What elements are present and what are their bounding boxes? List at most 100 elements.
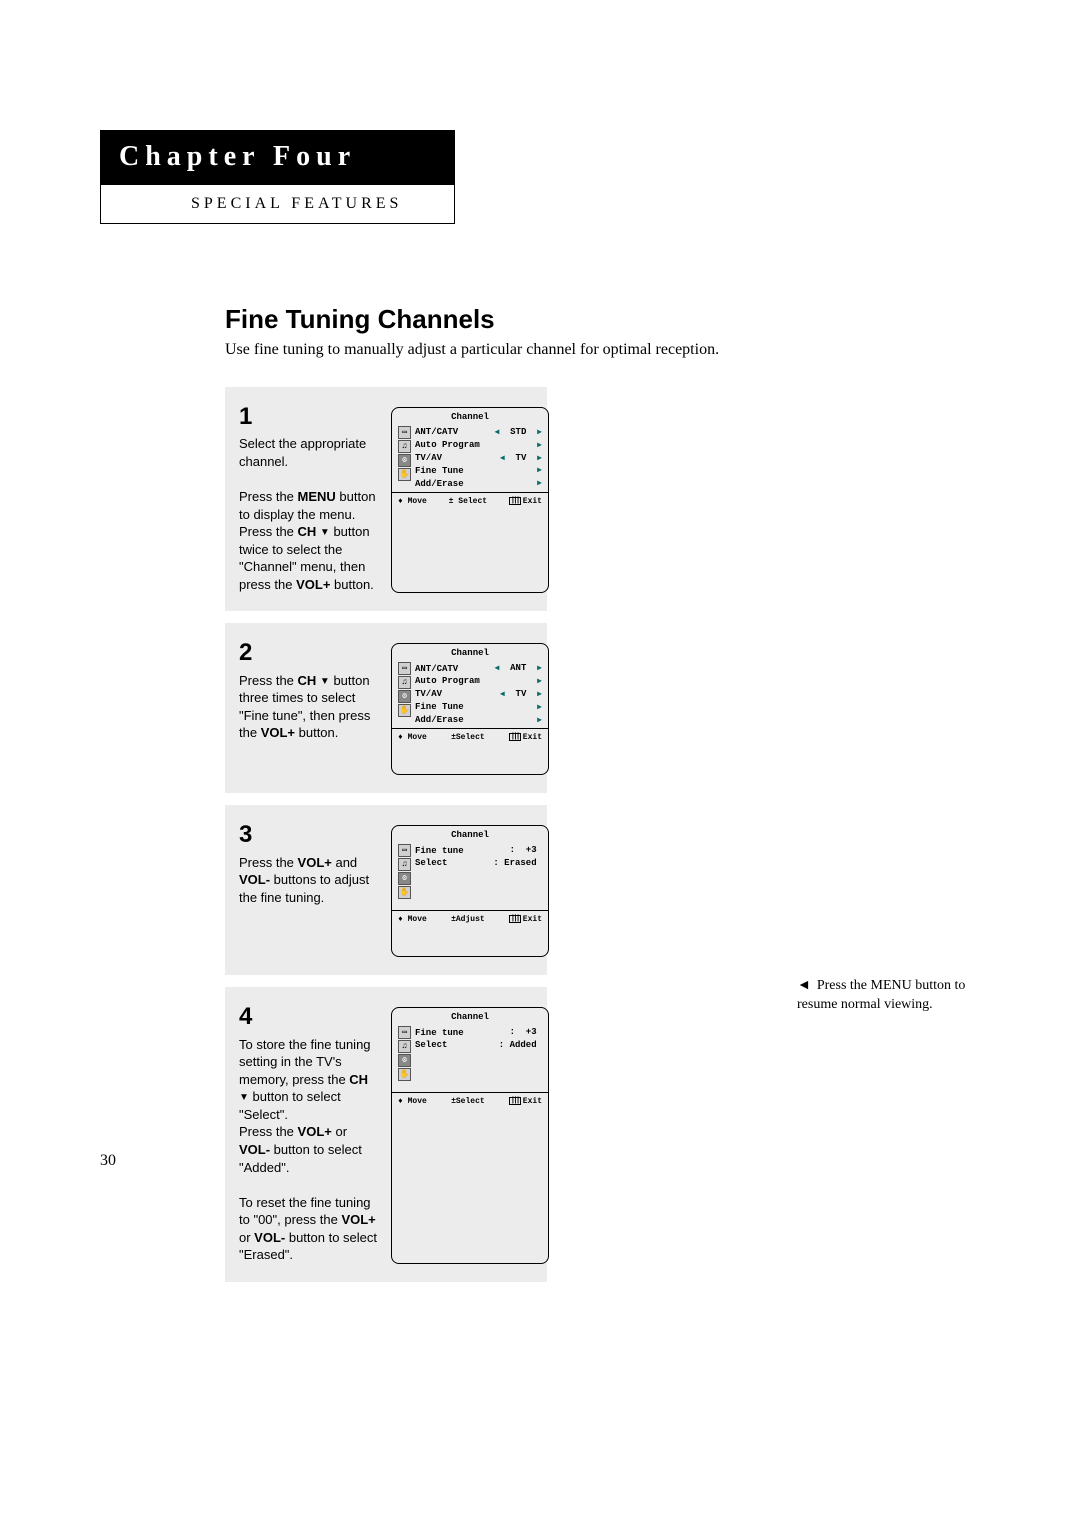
step-body: To store the fine tuning setting in the … bbox=[239, 1036, 379, 1264]
osd-footer: ♦ Move ±Adjust ┃┃┃Exit bbox=[392, 910, 548, 929]
osd-sidebar-icon: ▭ bbox=[398, 844, 411, 857]
osd-title: Channel bbox=[398, 648, 542, 658]
osd-footer: ♦ Move ±Select ┃┃┃Exit bbox=[392, 1092, 548, 1111]
osd-sidebar-icon: ♫ bbox=[398, 1040, 411, 1053]
osd-row: Auto Program ▶ bbox=[415, 439, 542, 452]
osd-row-value-group: ◀ TV ▶ bbox=[500, 688, 542, 701]
osd-row-value-group: ◀ TV ▶ bbox=[500, 452, 542, 465]
osd-foot-select: ±Select bbox=[451, 1097, 485, 1106]
osd-sidebar-icon: ▭ bbox=[398, 1026, 411, 1039]
right-arrow-icon: ▶ bbox=[537, 690, 542, 699]
step-block: 4 To store the fine tuning setting in th… bbox=[225, 987, 547, 1282]
right-arrow-icon: ▶ bbox=[537, 479, 542, 488]
osd-sidebar-icon: ⚙ bbox=[398, 454, 411, 467]
left-arrow-icon: ◀ bbox=[500, 454, 505, 463]
step-row: 1 Select the appropriate channel.Press t… bbox=[225, 387, 547, 611]
step-block: 2 Press the CH ▼ button three times to s… bbox=[225, 623, 547, 793]
osd-row: TV/AV ◀ TV ▶ bbox=[415, 452, 542, 465]
osd-row: Fine Tune ▶ bbox=[415, 464, 542, 477]
left-arrow-icon: ◀ bbox=[495, 664, 500, 673]
osd-title: Channel bbox=[398, 830, 542, 840]
osd-rows: Fine tune : +3 Select : Erased bbox=[415, 844, 542, 908]
osd-row-value: ANT bbox=[505, 663, 532, 673]
osd-row bbox=[415, 870, 542, 883]
osd-row-value bbox=[521, 715, 532, 725]
right-arrow-icon: ▶ bbox=[537, 441, 542, 450]
right-arrow-icon: ▶ bbox=[537, 428, 542, 437]
step-text: 2 Press the CH ▼ button three times to s… bbox=[239, 637, 379, 775]
osd-row bbox=[415, 1065, 542, 1078]
step-body: Select the appropriate channel.Press the… bbox=[239, 435, 379, 593]
osd-sidebar-icon: ♫ bbox=[398, 858, 411, 871]
osd-title: Channel bbox=[398, 1012, 542, 1022]
osd-row-value-group: : Erased bbox=[488, 857, 542, 870]
osd-row-value bbox=[531, 884, 542, 894]
osd-row-label: Select bbox=[415, 1039, 447, 1051]
osd-foot-select: ± Select bbox=[449, 497, 487, 506]
exit-icon: ┃┃┃ bbox=[509, 1097, 521, 1105]
step-block: 3 Press the VOL+ and VOL- buttons to adj… bbox=[225, 805, 547, 975]
right-arrow-icon: ▶ bbox=[537, 664, 542, 673]
section-title: Fine Tuning Channels bbox=[225, 304, 985, 335]
osd-sidebar-icon: ⚙ bbox=[398, 872, 411, 885]
osd-row: Add/Erase ▶ bbox=[415, 714, 542, 727]
osd-row-value-group: ▶ bbox=[521, 464, 542, 477]
osd-row-value bbox=[521, 702, 532, 712]
chapter-header-box: Chapter Four SPECIAL FEATURES bbox=[100, 130, 455, 224]
step-number: 3 bbox=[239, 819, 379, 851]
osd-row-value-group bbox=[531, 1052, 542, 1065]
osd-sidebar-icon: ✋ bbox=[398, 886, 411, 899]
osd-row-value-group bbox=[531, 870, 542, 883]
osd-sidebar-icon: ✋ bbox=[398, 1068, 411, 1081]
osd-sidebar-icon: ♫ bbox=[398, 440, 411, 453]
osd-row-label: TV/AV bbox=[415, 452, 442, 464]
osd-row-value: : Added bbox=[493, 1040, 542, 1050]
osd-sidebar-icon: ▭ bbox=[398, 662, 411, 675]
osd-rows: ANT/CATV ◀ ANT ▶ Auto Program ▶ TV/AV ◀ … bbox=[415, 662, 542, 726]
osd-row-value: TV bbox=[510, 689, 532, 699]
osd-row-value-group bbox=[531, 1065, 542, 1078]
osd-body: ▭♫⚙✋ ANT/CATV ◀ ANT ▶ Auto Program ▶ TV/… bbox=[398, 662, 542, 726]
osd-row-value bbox=[531, 1079, 542, 1089]
step-row: 3 Press the VOL+ and VOL- buttons to adj… bbox=[225, 805, 547, 975]
osd-row-value bbox=[521, 465, 532, 475]
osd-row-label: Auto Program bbox=[415, 439, 480, 451]
osd-inner: Channel ▭♫⚙✋ ANT/CATV ◀ STD ▶ Auto Progr… bbox=[392, 408, 548, 492]
osd-row-label: Fine Tune bbox=[415, 465, 464, 477]
osd-sidebar-icon: ♫ bbox=[398, 676, 411, 689]
osd-row: Fine Tune ▶ bbox=[415, 701, 542, 714]
osd-row: ANT/CATV ◀ ANT ▶ bbox=[415, 662, 542, 675]
osd-body: ▭♫⚙✋ Fine tune : +3 Select : Erased bbox=[398, 844, 542, 908]
osd-row: Fine tune : +3 bbox=[415, 1026, 542, 1039]
step-body: Press the VOL+ and VOL- buttons to adjus… bbox=[239, 854, 379, 907]
osd-row-value-group: ▶ bbox=[521, 675, 542, 688]
osd-row: ANT/CATV ◀ STD ▶ bbox=[415, 426, 542, 439]
osd-row-value bbox=[521, 440, 532, 450]
osd-rows: ANT/CATV ◀ STD ▶ Auto Program ▶ TV/AV ◀ … bbox=[415, 426, 542, 490]
osd-foot-move: ♦ Move bbox=[398, 1097, 427, 1106]
osd-row bbox=[415, 1052, 542, 1065]
osd-foot-exit: ┃┃┃Exit bbox=[509, 1097, 542, 1106]
osd-sidebar-icon: ✋ bbox=[398, 468, 411, 481]
osd-foot-move: ♦ Move bbox=[398, 733, 427, 742]
right-arrow-icon: ▶ bbox=[537, 454, 542, 463]
osd-row-label: TV/AV bbox=[415, 688, 442, 700]
osd-row-value-group bbox=[531, 883, 542, 896]
right-arrow-icon: ▶ bbox=[537, 716, 542, 725]
osd-row-value bbox=[521, 478, 532, 488]
osd-row-label: Fine tune bbox=[415, 1027, 464, 1039]
osd-row-value-group: : +3 bbox=[504, 844, 542, 857]
exit-icon: ┃┃┃ bbox=[509, 733, 521, 741]
osd-row-value bbox=[521, 676, 532, 686]
osd-sidebar-icon: ✋ bbox=[398, 704, 411, 717]
osd-body: ▭♫⚙✋ Fine tune : +3 Select : Added bbox=[398, 1026, 542, 1090]
osd-screen: Channel ▭♫⚙✋ Fine tune : +3 Select : Add… bbox=[391, 1007, 549, 1264]
osd-row-label: Add/Erase bbox=[415, 478, 464, 490]
left-pointer-icon: ◄ bbox=[797, 978, 811, 993]
step-row: 4 To store the fine tuning setting in th… bbox=[225, 987, 547, 1282]
left-arrow-icon: ◀ bbox=[500, 690, 505, 699]
left-arrow-icon: ◀ bbox=[495, 428, 500, 437]
osd-screen: Channel ▭♫⚙✋ ANT/CATV ◀ STD ▶ Auto Progr… bbox=[391, 407, 549, 593]
osd-row-value bbox=[531, 1066, 542, 1076]
osd-rows: Fine tune : +3 Select : Added bbox=[415, 1026, 542, 1090]
